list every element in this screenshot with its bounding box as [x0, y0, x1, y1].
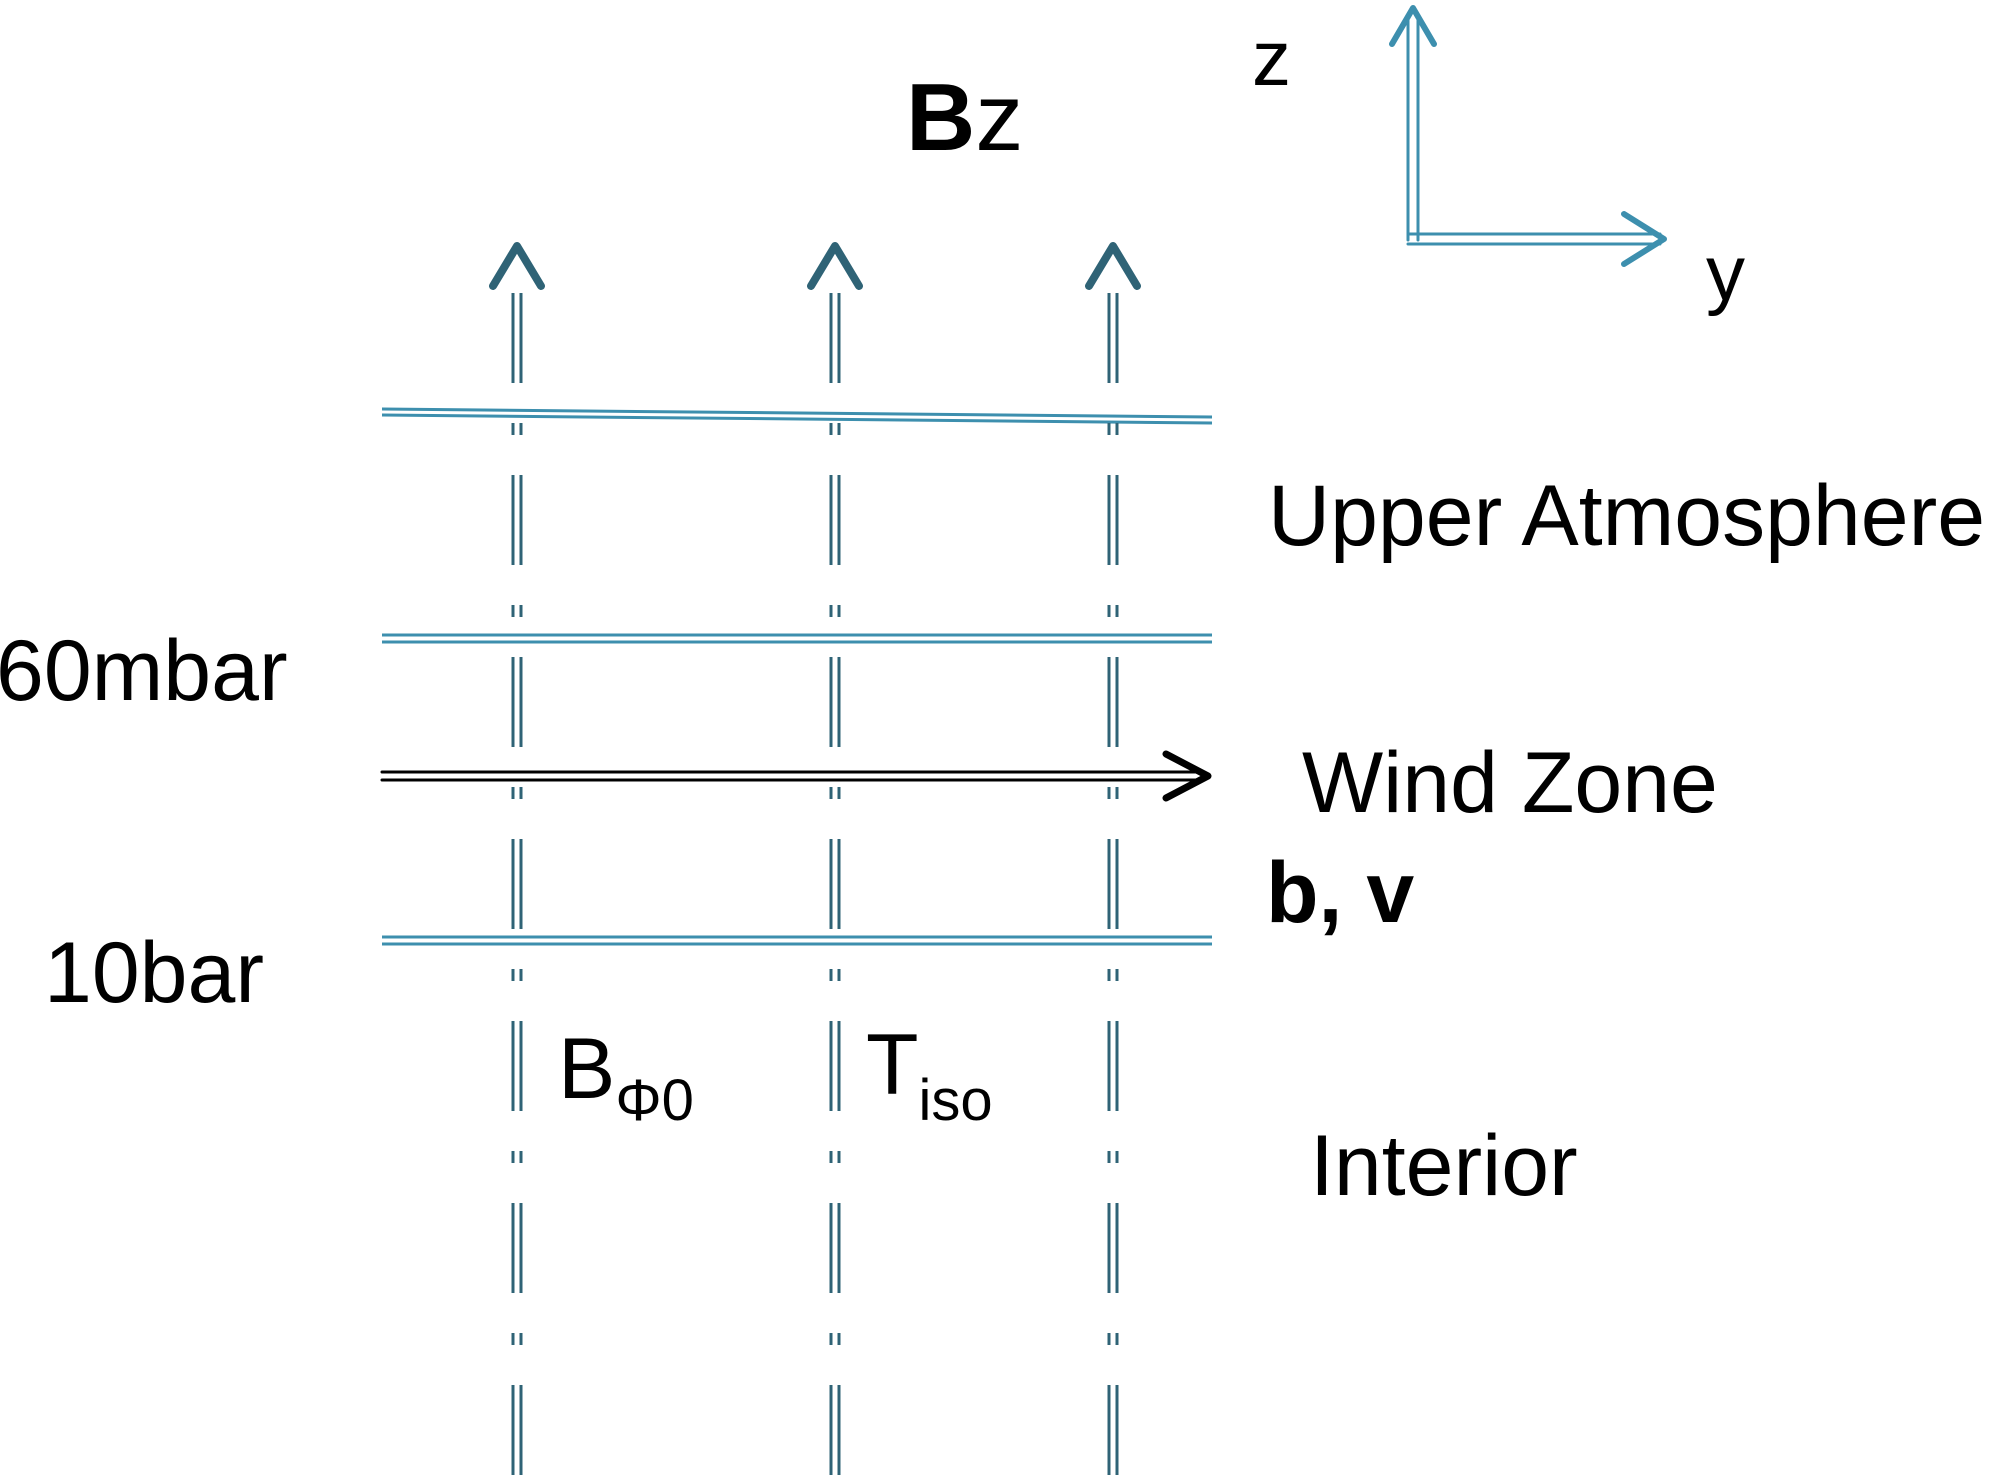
axes-icon	[1389, 5, 1667, 267]
layer-boundary-60mbar	[382, 633, 1212, 653]
arrow-up-icon	[489, 242, 545, 290]
tiso-sub: iso	[919, 1068, 993, 1133]
arrow-right-icon	[380, 750, 1212, 802]
pressure-top-label: 60mbar	[0, 623, 288, 719]
pressure-bottom-label: 10bar	[44, 925, 264, 1021]
layer-boundary-10bar	[382, 935, 1212, 956]
field-label-suffix: z	[975, 64, 1023, 171]
field-line-1	[489, 242, 545, 1475]
axis-y-label: y	[1706, 229, 1745, 317]
field-label-bold: B	[906, 64, 975, 171]
field-line-2	[807, 242, 863, 1475]
wind-vars-label: b, v	[1266, 845, 1414, 941]
wind-zone-label: Wind Zone	[1302, 735, 1718, 831]
upper-atmosphere-label: Upper Atmosphere	[1268, 468, 1985, 564]
arrow-up-icon	[807, 242, 863, 290]
tiso-label: Tiso	[866, 1017, 993, 1133]
bphi-label: BΦ0	[558, 1021, 694, 1133]
layer-boundary-upper	[381, 407, 1213, 425]
arrow-up-icon	[1085, 242, 1141, 290]
field-line-3	[1085, 242, 1141, 1475]
interior-label: Interior	[1310, 1118, 1578, 1214]
bphi-sub: Φ0	[615, 1068, 694, 1133]
tiso-base: T	[866, 1017, 919, 1113]
bphi-base: B	[558, 1021, 615, 1117]
axis-z-label: z	[1252, 14, 1291, 102]
field-label: Bz	[906, 64, 1023, 171]
